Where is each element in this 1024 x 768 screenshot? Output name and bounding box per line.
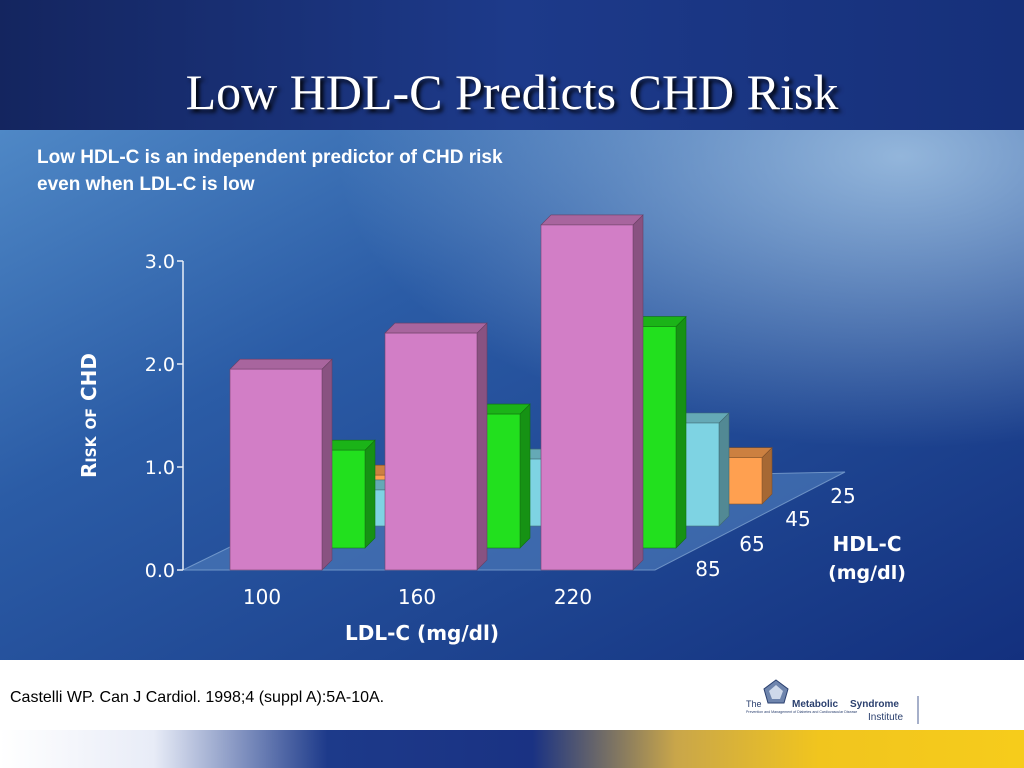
y-tick-label: 1.0 <box>145 457 175 479</box>
slide-subtitle: Low HDL-C is an independent predictor of… <box>37 144 697 198</box>
logo-the: The <box>746 699 762 709</box>
x-tick-label: 160 <box>398 585 436 609</box>
logo-syndrome: Syndrome <box>850 699 899 710</box>
y-tick-label: 3.0 <box>145 251 175 273</box>
bar-side <box>718 412 730 527</box>
x-tick-label: 220 <box>554 585 592 609</box>
depth-axis-label-line2: (mg/dl) <box>828 562 906 584</box>
subtitle-line-2: even when LDL-C is low <box>37 174 255 195</box>
bar-top <box>229 358 333 370</box>
depth-tick-label: 65 <box>739 532 764 556</box>
metabolic-syndrome-institute-logo: The Metabolic Syndrome Prevention and Ma… <box>742 676 922 726</box>
chart-3d-bars: 3.0 2.0 1.0 0.0 Risk of CHD 100 160 220 LDL-C (m… <box>77 214 906 645</box>
depth-tick-label: 45 <box>785 507 810 531</box>
bar-side <box>476 322 488 571</box>
bar-side <box>321 358 333 571</box>
depth-tick-label: 85 <box>695 557 720 581</box>
bar-side <box>632 214 644 571</box>
bar <box>540 224 634 571</box>
chart-glow <box>0 130 1024 660</box>
y-tick-label: 2.0 <box>145 354 175 376</box>
subtitle-line-1: Low HDL-C is an independent predictor of… <box>37 147 503 168</box>
x-axis-label: LDL-C (mg/dl) <box>345 621 499 645</box>
bottom-stripe <box>0 730 1024 768</box>
depth-axis-label-line1: HDL-C <box>832 532 901 556</box>
bar <box>229 368 323 571</box>
logo-metabolic: Metabolic <box>792 699 839 710</box>
bar-side <box>519 403 531 549</box>
citation: Castelli WP. Can J Cardiol. 1998;4 (supp… <box>10 689 385 706</box>
logo-institute: Institute <box>868 712 903 723</box>
bar-top <box>540 214 644 226</box>
bar <box>384 332 478 571</box>
x-tick-label: 100 <box>243 585 281 609</box>
y-tick-label: 0.0 <box>145 560 175 582</box>
chart-area: 3.0 2.0 1.0 0.0 Risk of CHD 100 160 220 LDL-C (m… <box>0 130 1024 660</box>
slide-title: Low HDL-C Predicts CHD Risk <box>185 64 839 120</box>
logo-tagline: Prevention and Management of Diabetes an… <box>746 710 857 714</box>
pentagon-inner-icon <box>769 685 783 699</box>
header-band <box>0 0 1024 130</box>
bar-top <box>384 322 488 334</box>
y-axis-label: Risk of CHD <box>77 353 101 478</box>
depth-tick-label: 25 <box>830 484 855 508</box>
bar-side <box>364 439 376 549</box>
bar-side <box>675 315 687 549</box>
